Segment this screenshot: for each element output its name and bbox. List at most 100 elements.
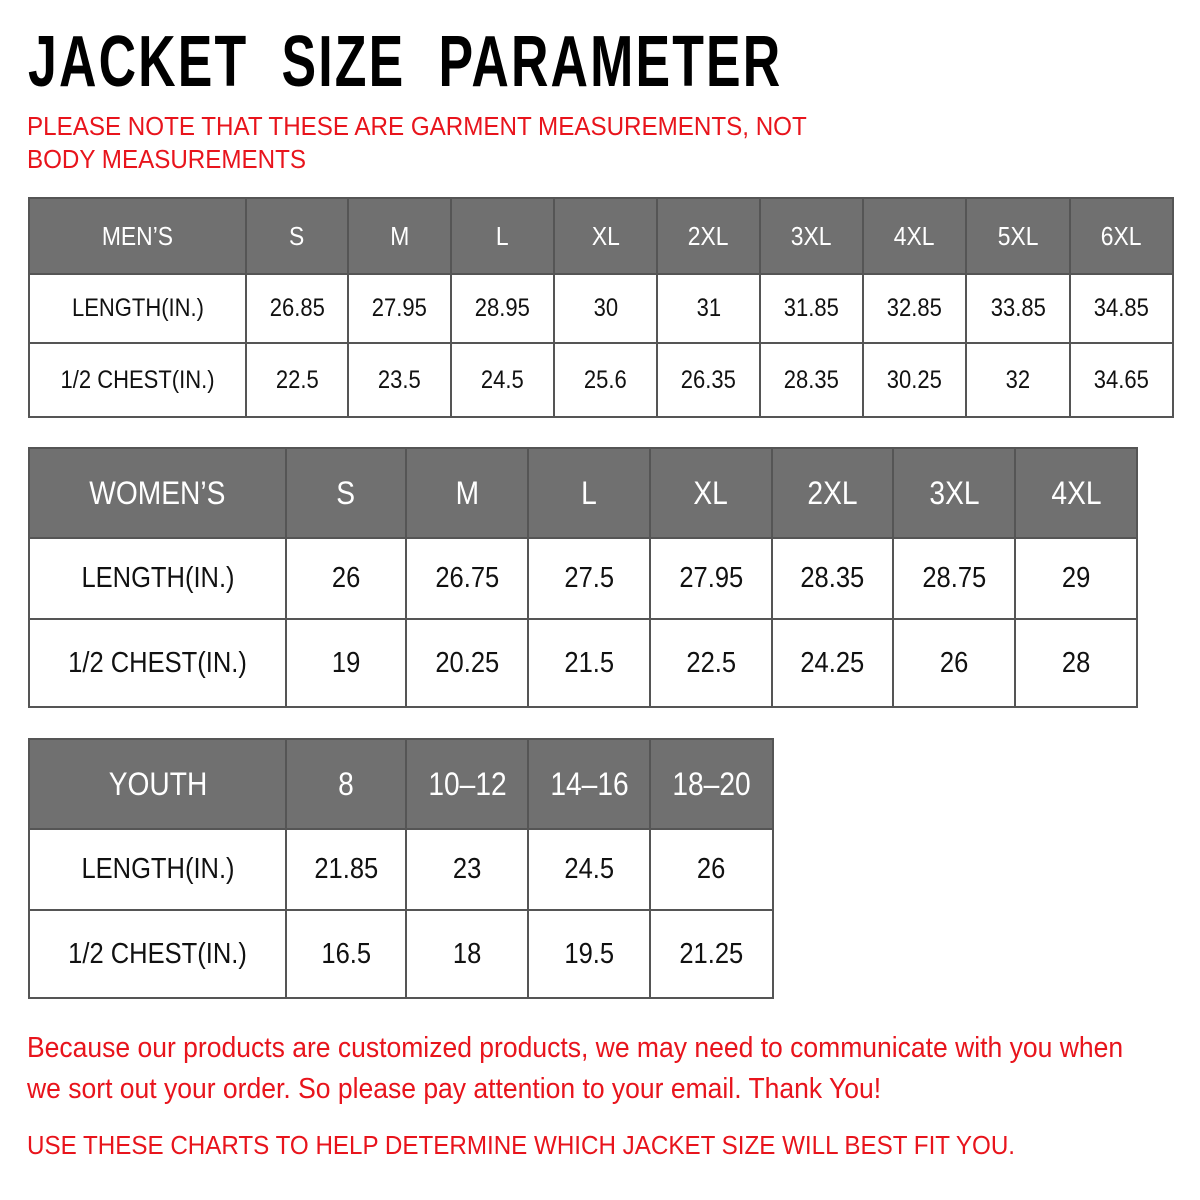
- measurement-cell: 31: [656, 273, 761, 344]
- cell-text: 33.85: [990, 294, 1046, 322]
- size-header-cell: 14–16: [527, 738, 651, 830]
- size-header-cell: S: [245, 197, 349, 275]
- measurement-cell: 23.5: [347, 342, 452, 418]
- size-header-cell: XL: [649, 447, 773, 539]
- measurement-cell: 24.5: [527, 828, 651, 911]
- size-header-cell: 18–20: [649, 738, 774, 830]
- womens-size-table: WOMEN’S S M L XL 2XL 3XL 4XL LENGTH(IN.) 26 26.75 2…: [28, 447, 1138, 708]
- cell-text: 25.6: [584, 365, 627, 394]
- measurement-cell: 28.95: [450, 273, 555, 344]
- table-category-header: WOMEN’S: [28, 447, 287, 539]
- measurement-cell: 16.5: [285, 909, 407, 999]
- cell-text: XL: [591, 220, 620, 251]
- measurement-cell: 30.25: [862, 342, 967, 418]
- measurement-cell: 26.85: [245, 273, 349, 344]
- cell-text: 30.25: [886, 365, 943, 394]
- measurement-cell: 28.35: [771, 537, 894, 620]
- page-title: JACKET SIZE PARAMETER: [28, 22, 783, 102]
- row-label-cell: 1/2 CHEST(IN.): [28, 342, 247, 418]
- cell-text: 1/2 CHEST(IN.): [60, 365, 215, 394]
- cell-text: 30: [593, 294, 618, 322]
- cell-text: 28: [1061, 646, 1091, 679]
- measurement-cell: 19: [285, 618, 407, 708]
- cell-text: LENGTH(IN.): [80, 562, 235, 594]
- cell-text: S: [289, 220, 305, 251]
- cell-text: 1/2 CHEST(IN.): [68, 646, 247, 679]
- size-header-cell: XL: [553, 197, 658, 275]
- cell-text: 2XL: [688, 220, 729, 251]
- cell-text: WOMEN’S: [89, 474, 226, 511]
- cell-text: 19.5: [564, 937, 614, 970]
- cell-text: YOUTH: [108, 765, 207, 802]
- cell-text: 26.35: [680, 365, 737, 394]
- cell-text: 21.5: [564, 646, 614, 679]
- cell-text: 22.5: [686, 646, 736, 679]
- size-header-cell: 3XL: [759, 197, 864, 275]
- measurement-cell: 32: [965, 342, 1071, 418]
- size-header-cell: L: [450, 197, 555, 275]
- cell-text: 18: [452, 937, 482, 970]
- youth-size-table: YOUTH 8 10–12 14–16 18–20 LENGTH(IN.) 21.85 23 2…: [28, 738, 774, 999]
- measurement-cell: 34.65: [1069, 342, 1174, 418]
- measurement-cell: 27.5: [527, 537, 651, 620]
- measurement-cell: 24.5: [450, 342, 555, 418]
- table-row: 1/2 CHEST(IN.) 16.5 18 19.5 21.25: [28, 909, 774, 999]
- cell-text: 18–20: [672, 765, 751, 802]
- measurement-cell: 26: [649, 828, 774, 911]
- size-header-cell: 8: [285, 738, 407, 830]
- cell-text: LENGTH(IN.): [80, 853, 235, 885]
- cell-text: 27.95: [679, 562, 743, 594]
- cell-text: 5XL: [997, 220, 1039, 251]
- measurement-cell: 22.5: [245, 342, 349, 418]
- size-header-cell: 3XL: [892, 447, 1016, 539]
- footer-note: USE THESE CHARTS TO HELP DETERMINE WHICH…: [27, 1130, 1016, 1160]
- cell-text: 21.25: [679, 937, 744, 970]
- measurement-cell: 28.75: [892, 537, 1016, 620]
- measurement-cell: 18: [405, 909, 529, 999]
- cell-text: 4XL: [1050, 474, 1102, 511]
- measurement-cell: 33.85: [965, 273, 1071, 344]
- cell-text: 32.85: [886, 294, 943, 322]
- table-row: 1/2 CHEST(IN.) 19 20.25 21.5 22.5 24.25 26 28: [28, 618, 1138, 708]
- cell-text: L: [581, 474, 597, 511]
- cell-text: 31: [696, 294, 721, 322]
- table-header-row: WOMEN’S S M L XL 2XL 3XL 4XL: [28, 447, 1138, 539]
- size-header-cell: L: [527, 447, 651, 539]
- row-label-cell: LENGTH(IN.): [28, 537, 287, 620]
- cell-text: LENGTH(IN.): [71, 294, 204, 322]
- cell-text: 14–16: [549, 765, 629, 802]
- cell-text: 27.95: [371, 294, 428, 322]
- cell-text: 23.5: [378, 365, 421, 394]
- cell-text: 27.5: [564, 562, 614, 594]
- cell-text: 24.25: [800, 646, 865, 679]
- cell-text: 26.75: [435, 562, 499, 594]
- cell-text: M: [389, 220, 410, 251]
- table-category-header: MEN’S: [28, 197, 247, 275]
- cell-text: 24.5: [564, 853, 614, 885]
- cell-text: 31.85: [783, 294, 840, 322]
- cell-text: 28.35: [800, 562, 865, 594]
- measurement-cell: 23: [405, 828, 529, 911]
- measurement-cell: 30: [553, 273, 658, 344]
- cell-text: 4XL: [894, 220, 935, 251]
- measurement-cell: 26: [892, 618, 1016, 708]
- cell-text: 6XL: [1101, 220, 1142, 251]
- measurement-cell: 22.5: [649, 618, 773, 708]
- cell-text: 26: [331, 562, 361, 594]
- size-header-cell: 5XL: [965, 197, 1071, 275]
- table-header-row: MEN’S S M L XL 2XL 3XL 4XL 5XL 6XL: [28, 197, 1174, 275]
- row-label-cell: LENGTH(IN.): [28, 273, 247, 344]
- cell-text: 3XL: [791, 220, 832, 251]
- cell-text: 32: [1005, 365, 1031, 394]
- cell-text: 21.85: [314, 853, 378, 885]
- measurement-cell: 20.25: [405, 618, 529, 708]
- cell-text: 26: [697, 853, 726, 885]
- table-category-header: YOUTH: [28, 738, 287, 830]
- measurement-cell: 21.5: [527, 618, 651, 708]
- size-header-cell: 4XL: [1014, 447, 1138, 539]
- size-header-cell: 4XL: [862, 197, 967, 275]
- cell-text: 28.75: [922, 562, 986, 594]
- measurement-cell: 32.85: [862, 273, 967, 344]
- cell-text: 23: [452, 853, 482, 885]
- cell-text: 3XL: [928, 474, 980, 511]
